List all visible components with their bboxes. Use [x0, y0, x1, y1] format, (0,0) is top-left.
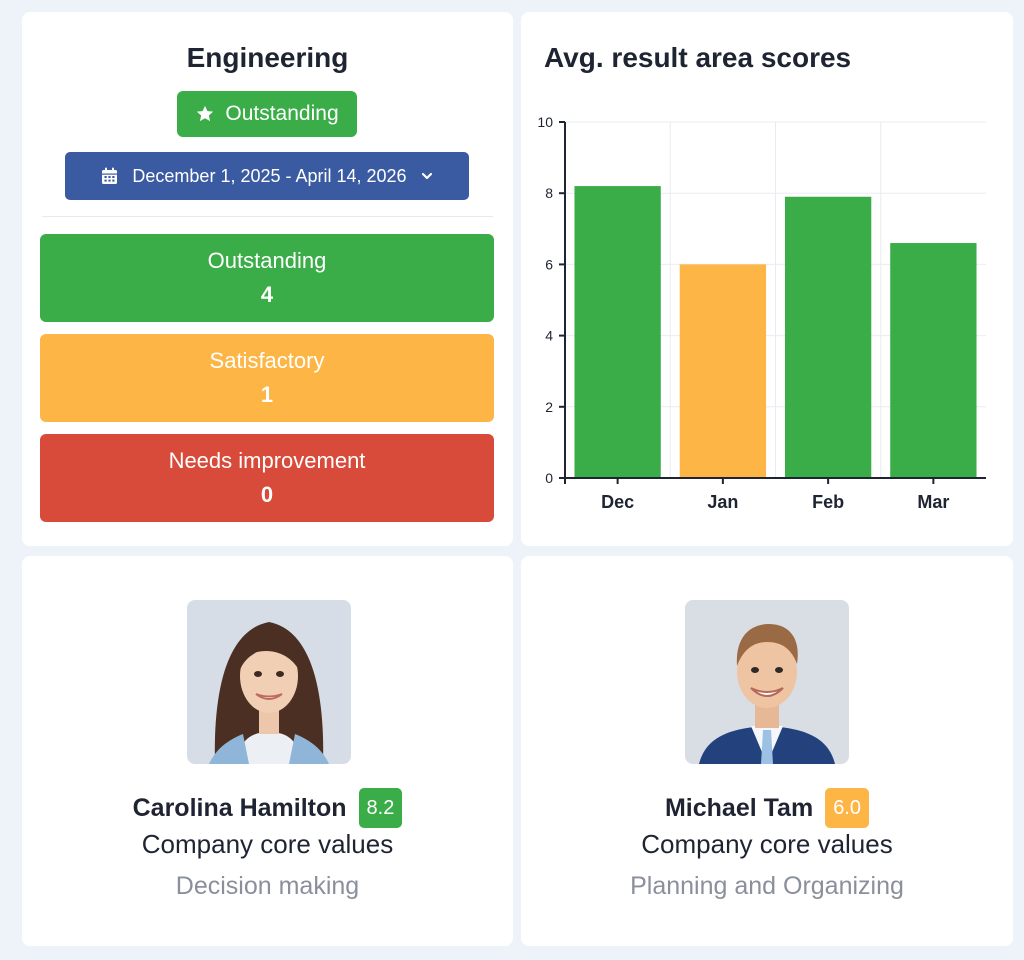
x-tick-label: Mar: [917, 492, 949, 512]
stat-outstanding: Outstanding 4: [40, 234, 494, 322]
date-range-label: December 1, 2025 - April 14, 2026: [132, 165, 407, 186]
score-badge: 8.2: [358, 788, 403, 828]
divider: [42, 216, 493, 217]
stat-label: Outstanding: [207, 248, 327, 273]
stat-satisfactory: Satisfactory 1: [40, 334, 494, 422]
scores-chart-card: Avg. result area scores 0 2 4 6 8 10 Dec Jan Feb…: [521, 12, 1013, 546]
y-tick-label: 6: [545, 256, 553, 272]
calendar-icon: [102, 167, 118, 184]
bar-feb: [784, 196, 872, 478]
score-badge: 6.0: [825, 788, 869, 828]
chevron-down-icon: [421, 172, 432, 180]
x-tick-label: Jan: [707, 492, 738, 512]
y-tick-label: 2: [545, 399, 553, 415]
person-result-area: Planning and Organizing: [630, 872, 904, 900]
y-tick-label: 0: [545, 470, 553, 486]
avatar-man-image: [685, 600, 849, 764]
stat-count: 1: [260, 382, 274, 407]
stat-count: 0: [260, 482, 274, 507]
bar-jan: [679, 264, 767, 478]
person-result-area: Decision making: [175, 872, 360, 900]
x-tick-label: Dec: [601, 492, 634, 512]
stat-label: Satisfactory: [209, 348, 325, 373]
person-category: Company core values: [141, 829, 394, 859]
person-name-row: Carolina Hamilton 8.2: [22, 788, 513, 828]
top-performer-card: Carolina Hamilton 8.2 Company core value…: [22, 556, 513, 946]
team-title: Engineering: [186, 42, 349, 73]
date-range-picker[interactable]: December 1, 2025 - April 14, 2026: [65, 152, 469, 200]
person-category: Company core values: [641, 829, 893, 859]
bar-chart: 0 2 4 6 8 10 Dec Jan Feb Mar: [537, 114, 986, 512]
lowest-performer-card: Michael Tam 6.0 Company core values Plan…: [521, 556, 1013, 946]
person-name: Michael Tam: [664, 793, 814, 822]
bar-mar: [890, 243, 977, 478]
avatar: [685, 600, 849, 764]
chart-title: Avg. result area scores: [544, 42, 852, 73]
stat-label: Needs improvement: [168, 448, 366, 473]
stat-count: 4: [260, 282, 274, 307]
bar-dec: [574, 186, 661, 478]
person-name-row: Michael Tam 6.0: [521, 788, 1013, 828]
x-tick-label: Feb: [812, 492, 844, 512]
avatar-woman-image: [187, 600, 351, 764]
y-tick-label: 10: [537, 114, 553, 130]
y-tick-label: 4: [545, 328, 553, 344]
overall-rating-label: Outstanding: [225, 102, 339, 125]
overall-rating-badge: Outstanding: [177, 91, 357, 137]
avatar: [187, 600, 351, 764]
y-tick-label: 8: [545, 185, 553, 201]
team-summary-card: Engineering Outstanding December 1, 2025…: [22, 12, 513, 546]
person-name: Carolina Hamilton: [132, 793, 347, 822]
stat-needs-improvement: Needs improvement 0: [40, 434, 494, 522]
star-icon: [197, 105, 214, 122]
